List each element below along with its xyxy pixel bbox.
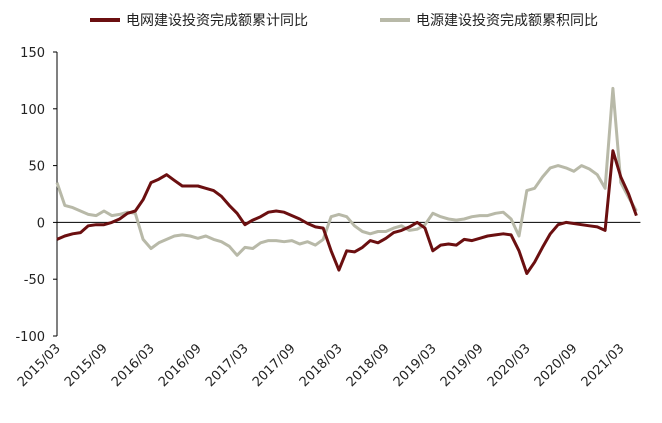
series-line <box>55 86 638 257</box>
y-tick-label: -50 <box>24 273 45 288</box>
x-tick-label: 2017/03 <box>203 341 252 390</box>
x-tick-label: 2016/03 <box>109 341 158 390</box>
x-tick-label: 2021/03 <box>579 341 628 390</box>
y-tick-label: 150 <box>20 46 45 61</box>
y-tick-label: 100 <box>20 103 45 118</box>
x-tick-label: 2020/03 <box>485 341 534 390</box>
x-tick-label: 2018/09 <box>344 341 393 390</box>
x-tick-label: 2016/09 <box>156 341 205 390</box>
legend-label: 电源建设投资完成额累积同比 <box>416 13 598 29</box>
x-tick-label: 2019/09 <box>438 341 487 390</box>
x-tick-label: 2015/09 <box>62 341 111 390</box>
y-tick-label: 50 <box>28 160 45 175</box>
legend-label: 电网建设投资完成额累计同比 <box>126 13 308 29</box>
y-tick-label: -100 <box>15 330 45 345</box>
y-tick-label: 0 <box>37 216 45 231</box>
x-tick-label: 2018/03 <box>297 341 346 390</box>
x-tick-label: 2015/03 <box>15 341 64 390</box>
series-line <box>56 149 638 275</box>
x-tick-label: 2017/09 <box>250 341 299 390</box>
x-tick-label: 2020/09 <box>532 341 581 390</box>
x-tick-label: 2019/03 <box>391 341 440 390</box>
